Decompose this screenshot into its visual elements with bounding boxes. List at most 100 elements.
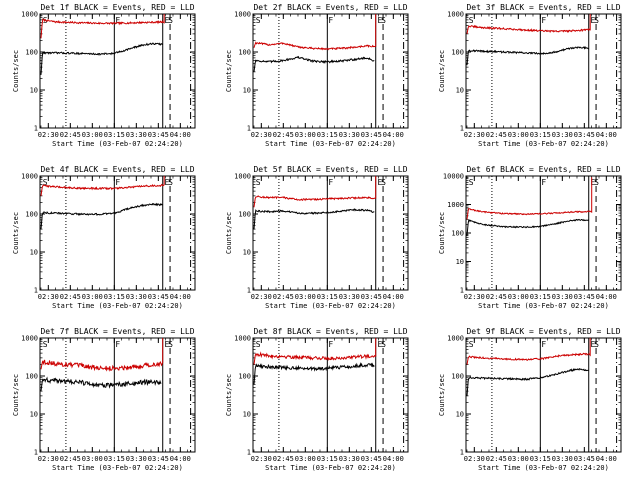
x-axis-label: Start Time (03-Feb-07 02:24:20) [265, 140, 396, 148]
y-tick-label: 10 [456, 411, 464, 419]
x-tick-label: 02:30 [464, 131, 485, 139]
y-tick-label: 100 [25, 373, 38, 381]
x-tick-label: 03:15 [317, 455, 338, 463]
y-tick-label: 1000 [21, 173, 38, 181]
detector-panel-7: Det 7f BLACK = Events, RED = LLD 1 10 100 10… [12, 327, 196, 472]
detector-panel-6: Det 6f BLACK = Events, RED = LLD 1 10 100 10… [438, 165, 622, 310]
event-marker: F [115, 16, 120, 25]
plot-frame [465, 175, 622, 291]
event-marker: S [381, 16, 386, 25]
y-tick-label: 1000 [447, 335, 464, 343]
detector-panel-3: Det 3f BLACK = Events, RED = LLD 1 10 100 10… [438, 3, 622, 148]
detector-panel-8: Det 8f BLACK = Events, RED = LLD 1 10 100 10… [225, 327, 409, 472]
panel-title: Det 1f BLACK = Events, RED = LLD [40, 3, 194, 12]
series-line-events [40, 42, 164, 75]
x-tick-label: 03:45 [361, 131, 382, 139]
x-tick-label: 04:00 [170, 455, 191, 463]
x-tick-label: 04:00 [596, 293, 617, 301]
y-tick-label: 100 [238, 373, 251, 381]
y-tick-label: 10 [456, 258, 464, 266]
y-tick-label: 1 [247, 287, 251, 295]
y-tick-label: 1 [34, 449, 38, 457]
event-marker: E [164, 340, 169, 349]
y-tick-label: 1 [34, 287, 38, 295]
x-axis-label: Start Time (03-Feb-07 02:24:20) [478, 140, 609, 148]
y-tick-label: 100 [238, 49, 251, 57]
event-marker: S [256, 16, 261, 25]
x-tick-label: 03:45 [574, 455, 595, 463]
series-line-lld [253, 14, 377, 51]
event-marker: E [590, 340, 595, 349]
y-tick-label: 10 [243, 87, 251, 95]
x-tick-label: 02:30 [251, 455, 272, 463]
x-axis-label: Start Time (03-Feb-07 02:24:20) [265, 464, 396, 472]
y-tick-label: 10 [30, 87, 38, 95]
x-tick-label: 03:00 [508, 293, 529, 301]
x-axis-label: Start Time (03-Feb-07 02:24:20) [52, 302, 183, 310]
series-line-events [40, 202, 163, 230]
series-line-events [466, 367, 589, 396]
event-marker: S [168, 16, 173, 25]
y-axis-label: Counts/sec [438, 374, 446, 416]
y-tick-label: 100 [451, 373, 464, 381]
y-tick-label: 10 [243, 249, 251, 257]
y-tick-label: 1 [34, 125, 38, 133]
series-line-lld [40, 338, 164, 372]
event-marker: F [541, 340, 546, 349]
x-tick-label: 03:30 [126, 293, 147, 301]
y-tick-label: 100 [451, 230, 464, 238]
y-tick-label: 1000 [234, 335, 251, 343]
series-line-events [253, 361, 375, 385]
plot-frame [465, 337, 622, 453]
event-marker: F [541, 178, 546, 187]
x-tick-label: 03:00 [295, 455, 316, 463]
x-tick-label: 03:30 [339, 455, 360, 463]
y-axis-label: Counts/sec [12, 50, 20, 92]
x-tick-label: 03:15 [104, 131, 125, 139]
y-axis-label: Counts/sec [225, 374, 233, 416]
event-marker: S [381, 340, 386, 349]
event-marker: S [594, 340, 599, 349]
series-line-lld [466, 177, 593, 220]
x-tick-label: 04:00 [383, 293, 404, 301]
x-tick-label: 04:00 [596, 131, 617, 139]
x-tick-label: 04:00 [170, 131, 191, 139]
x-tick-label: 04:00 [596, 455, 617, 463]
x-tick-label: 03:30 [552, 131, 573, 139]
x-tick-label: 03:30 [339, 293, 360, 301]
event-marker: S [256, 340, 261, 349]
event-marker: S [168, 340, 173, 349]
series-line-lld [40, 14, 165, 39]
y-tick-label: 10 [456, 87, 464, 95]
event-marker: S [594, 178, 599, 187]
series-line-events [466, 218, 590, 236]
event-marker: E [377, 340, 382, 349]
y-tick-label: 10 [243, 411, 251, 419]
x-tick-label: 03:15 [530, 455, 551, 463]
x-tick-label: 03:30 [126, 131, 147, 139]
x-tick-label: 03:30 [339, 131, 360, 139]
y-axis-label: Counts/sec [225, 212, 233, 254]
x-axis-label: Start Time (03-Feb-07 02:24:20) [478, 464, 609, 472]
x-tick-label: 03:00 [82, 293, 103, 301]
x-tick-label: 03:45 [148, 455, 169, 463]
series-line-lld [466, 338, 591, 365]
event-marker: S [594, 16, 599, 25]
panel-title: Det 8f BLACK = Events, RED = LLD [253, 327, 407, 336]
event-marker: S [381, 178, 386, 187]
x-tick-label: 03:15 [530, 293, 551, 301]
y-axis-label: Counts/sec [12, 374, 20, 416]
x-tick-label: 02:45 [60, 293, 81, 301]
y-tick-label: 100 [25, 211, 38, 219]
x-tick-label: 03:00 [508, 131, 529, 139]
x-tick-label: 03:30 [126, 455, 147, 463]
panel-title: Det 7f BLACK = Events, RED = LLD [40, 327, 194, 336]
x-tick-label: 04:00 [383, 131, 404, 139]
x-tick-label: 02:45 [486, 131, 507, 139]
x-tick-label: 02:45 [486, 293, 507, 301]
y-tick-label: 10 [30, 411, 38, 419]
x-tick-label: 03:45 [361, 455, 382, 463]
panel-title: Det 2f BLACK = Events, RED = LLD [253, 3, 407, 12]
x-tick-label: 04:00 [383, 455, 404, 463]
y-axis-label: Counts/sec [438, 50, 446, 92]
